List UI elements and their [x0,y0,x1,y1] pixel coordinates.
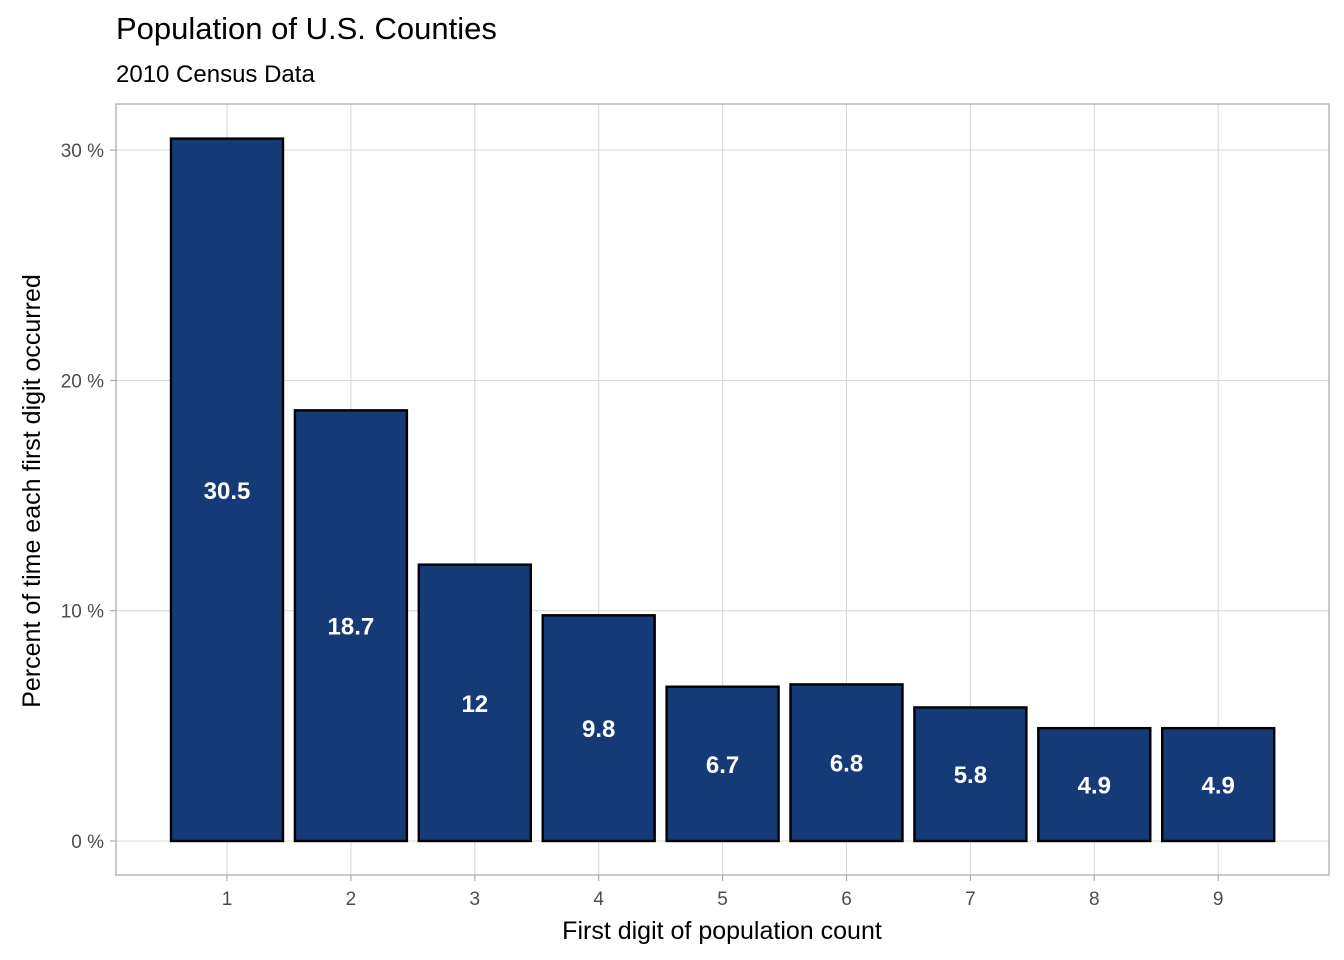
x-tick-label: 4 [593,889,604,910]
y-tick-label: 30 % [61,141,104,162]
x-tick-label: 1 [222,889,233,910]
x-tick-label: 2 [346,889,357,910]
bar-label-4: 9.8 [582,716,615,743]
bar-label-8: 4.9 [1078,773,1111,800]
bars [169,137,1276,843]
bar-label-7: 5.8 [954,762,987,789]
x-tick-label: 8 [1089,889,1100,910]
bar-7 [913,706,1028,843]
bar-8 [1037,726,1152,843]
bar-label-2: 18.7 [328,614,375,641]
y-axis-title: Percent of time each first digit occurre… [18,274,46,708]
chart-title: Population of U.S. Counties [116,11,497,46]
bar-label-9: 4.9 [1202,773,1235,800]
bar-2 [293,409,409,843]
bar-4 [541,614,656,843]
bar-3 [417,563,532,843]
x-tick-label: 7 [965,889,976,910]
x-tick-label: 3 [470,889,481,910]
chart-subtitle: 2010 Census Data [116,61,315,88]
x-tick-label: 9 [1213,889,1224,910]
bar-labels: 30.5 18.7 12 9.8 6.7 6.8 5.8 4.9 4.9 [204,478,1235,800]
bar-label-6: 6.8 [830,751,863,778]
y-tick-label: 10 % [61,602,104,623]
x-tick-label: 6 [841,889,852,910]
bar-label-5: 6.7 [706,752,739,779]
bar-5 [665,685,780,843]
x-axis: 1 2 3 4 5 6 7 8 9 [222,875,1224,910]
y-axis: 0 % 10 % 20 % 30 % [61,141,116,853]
bar-1 [169,137,285,843]
x-axis-title: First digit of population count [562,917,882,945]
bar-9 [1160,726,1276,843]
bar-6 [789,683,904,843]
y-tick-label: 20 % [61,371,104,392]
bar-label-1: 30.5 [204,478,251,505]
y-tick-label: 0 % [71,832,104,853]
x-tick-label: 5 [717,889,728,910]
bar-label-3: 12 [461,691,488,718]
